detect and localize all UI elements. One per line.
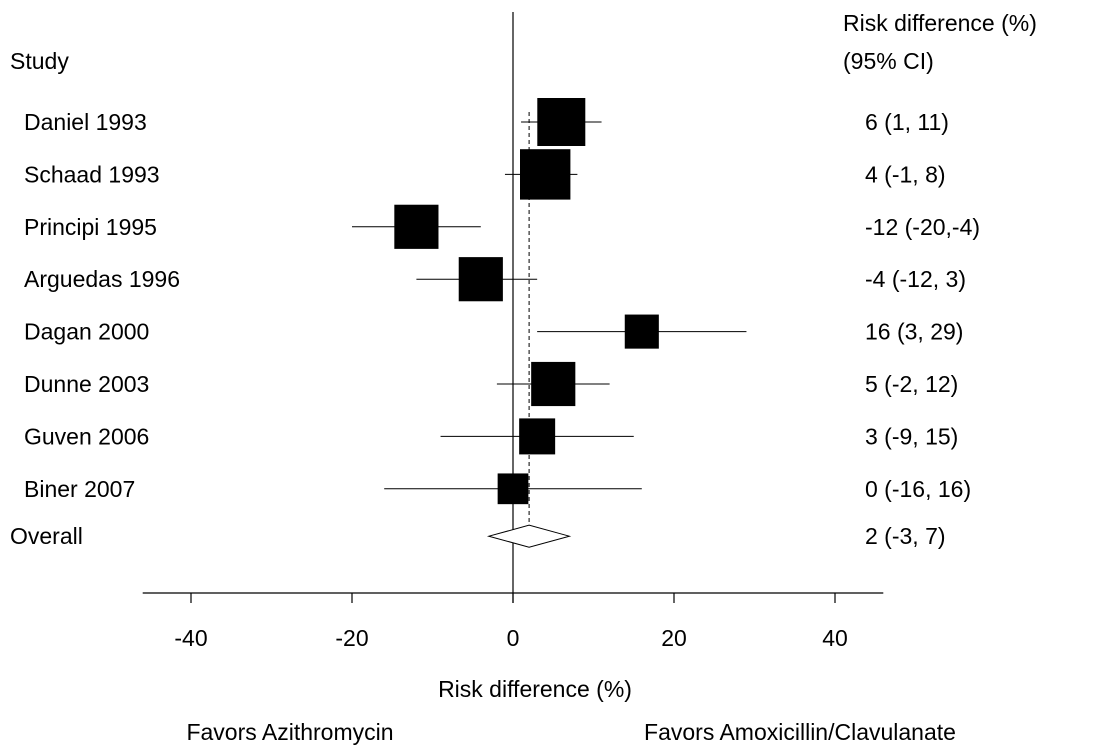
x-tick-label: -20 xyxy=(335,625,368,651)
study-box xyxy=(537,98,586,146)
study-ci-text: 5 (-2, 12) xyxy=(865,371,958,397)
study-label: Principi 1995 xyxy=(24,214,157,240)
study-box xyxy=(394,204,439,249)
study-label: Dunne 2003 xyxy=(24,371,149,397)
study-ci-text: -12 (-20,-4) xyxy=(865,214,980,240)
overall-label: Overall xyxy=(10,523,83,549)
study-ci-text: -4 (-12, 3) xyxy=(865,266,966,292)
study-label: Dagan 2000 xyxy=(24,319,149,345)
study-column-header: Study xyxy=(10,48,69,74)
effect-column-header-line2: (95% CI) xyxy=(843,48,934,74)
study-label: Daniel 1993 xyxy=(24,109,147,135)
study-box xyxy=(520,149,571,200)
overall-ci-text: 2 (-3, 7) xyxy=(865,523,946,549)
study-box xyxy=(624,314,659,349)
study-ci-text: 4 (-1, 8) xyxy=(865,161,946,187)
study-ci-text: 16 (3, 29) xyxy=(865,319,963,345)
x-axis-label: Risk difference (%) xyxy=(438,676,632,702)
study-box xyxy=(497,473,529,505)
study-label: Arguedas 1996 xyxy=(24,266,180,292)
x-tick-label: 0 xyxy=(507,625,520,651)
overall-diamond xyxy=(486,524,572,548)
favors-left-label: Favors Azithromycin xyxy=(186,719,393,745)
study-box xyxy=(519,418,556,455)
favors-right-label: Favors Amoxicillin/Clavulanate xyxy=(644,719,956,745)
study-label: Biner 2007 xyxy=(24,476,135,502)
study-box xyxy=(458,257,503,302)
effect-column-header-line1: Risk difference (%) xyxy=(843,10,1037,36)
x-tick-label: -40 xyxy=(174,625,207,651)
study-label: Guven 2006 xyxy=(24,423,149,449)
study-box xyxy=(531,361,576,407)
study-ci-text: 6 (1, 11) xyxy=(865,109,949,135)
study-ci-text: 0 (-16, 16) xyxy=(865,476,971,502)
study-ci-text: 3 (-9, 15) xyxy=(865,423,958,449)
x-tick-label: 20 xyxy=(661,625,687,651)
x-tick-label: 40 xyxy=(822,625,848,651)
study-label: Schaad 1993 xyxy=(24,161,160,187)
